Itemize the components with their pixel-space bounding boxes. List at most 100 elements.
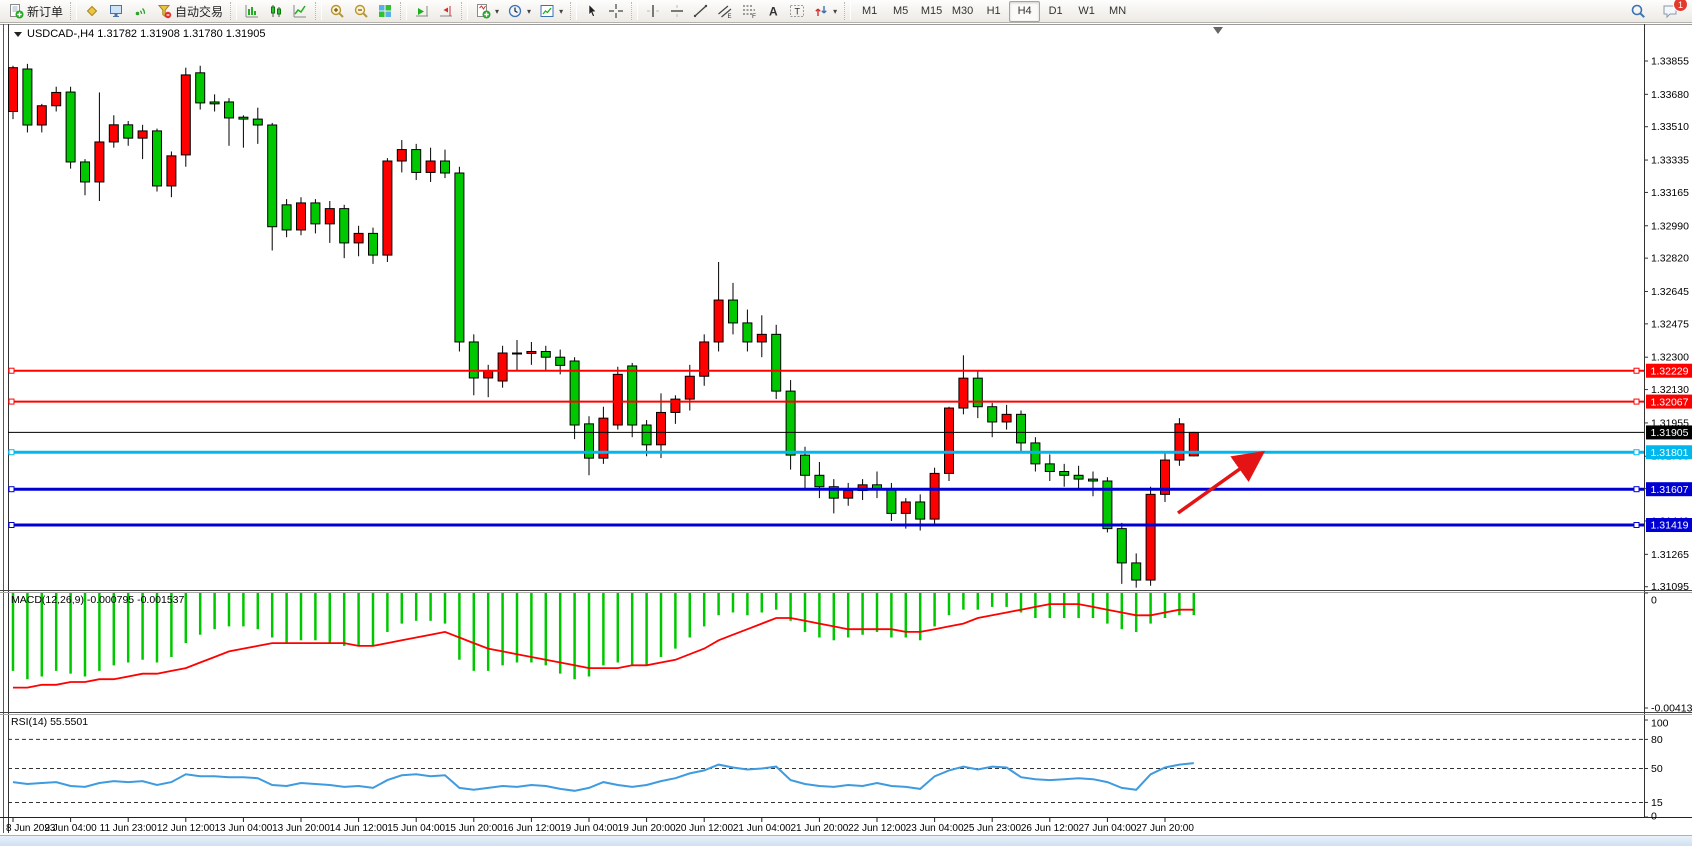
chart-shift-button[interactable] [434, 0, 458, 22]
vline-button[interactable] [641, 0, 665, 22]
zoom-out-button[interactable] [349, 0, 373, 22]
support-line-blue-1-left-handle[interactable] [8, 486, 15, 493]
candle [310, 199, 321, 234]
date-tick-label: 15 Jun 04:00 [387, 823, 445, 834]
svg-text:1.31801: 1.31801 [1651, 447, 1689, 459]
dropdown-caret-icon[interactable]: ▾ [527, 6, 532, 16]
new-order-button[interactable]: 新订单 [4, 0, 67, 22]
periods-button[interactable]: ▾ [503, 0, 535, 22]
signals-button[interactable] [128, 0, 152, 22]
text-button[interactable]: A [761, 0, 785, 22]
date-tick-label: 12 Jun 12:00 [157, 823, 215, 834]
candle [670, 395, 681, 424]
support-line-blue-1-price-badge: 1.31607 [1646, 482, 1692, 497]
styler-button[interactable] [80, 0, 104, 22]
top-toolbar: 新订单 自动交易 ▾ ▾ ▾ E F A T ▾ M1 M5 M15 M30 H1 H4 D1 W1 MN 1 [0, 0, 1692, 23]
price-tick-label: 1.33855 [1651, 56, 1689, 68]
date-tick-label: 9 Jun 04:00 [44, 823, 97, 834]
tile-windows-button[interactable] [373, 0, 397, 22]
cursor-icon [588, 3, 597, 18]
support-line-blue-2-left-handle[interactable] [8, 522, 15, 529]
candle-chart-button[interactable] [264, 0, 288, 22]
timeframe-MN-button[interactable]: MN [1109, 5, 1127, 17]
toolbar-separator [400, 2, 408, 20]
trend-arrow-annotation[interactable] [1176, 450, 1266, 515]
candle [353, 225, 364, 257]
crosshair-button[interactable] [604, 0, 628, 22]
candle [972, 370, 983, 419]
chart-dropdown-icon[interactable] [14, 31, 22, 37]
timeframe-H1-button[interactable]: H1 [986, 5, 1001, 17]
candle [22, 63, 33, 133]
candle [497, 345, 508, 388]
price-tick-label: 1.32300 [1651, 352, 1689, 364]
price-tick-label: 1.31265 [1651, 549, 1689, 561]
support-line-blue-2-right-handle[interactable] [1633, 522, 1640, 529]
candle [123, 121, 134, 146]
dropdown-caret-icon[interactable]: ▾ [559, 6, 564, 16]
resistance-line-2-right-handle[interactable] [1633, 398, 1640, 405]
date-tick-label: 13 Jun 20:00 [272, 823, 330, 834]
support-line-cyan-left-handle[interactable] [8, 449, 15, 456]
auto-trading-button[interactable]: 自动交易 [152, 0, 227, 22]
candle [382, 158, 393, 262]
timeframe-D1-button[interactable]: D1 [1048, 5, 1063, 17]
channel-icon: E [718, 5, 732, 19]
auto-trading-button-label: 自动交易 [175, 4, 224, 19]
candle [368, 227, 378, 264]
monitor-icon [110, 5, 123, 17]
trendline-button[interactable] [689, 0, 713, 22]
notifications-button[interactable]: 1 [1658, 0, 1688, 22]
line-chart-button[interactable] [288, 0, 312, 22]
hline-button[interactable] [665, 0, 689, 22]
dropdown-caret-icon[interactable]: ▾ [495, 6, 500, 16]
price-tick-label: 1.32645 [1651, 286, 1689, 298]
timeframe-M5-button[interactable]: M5 [892, 5, 909, 17]
timeframe-M30-button[interactable]: M30 [951, 5, 974, 17]
dropdown-caret-icon[interactable]: ▾ [833, 6, 838, 16]
label-button[interactable]: T [785, 0, 809, 22]
resistance-line-1-left-handle[interactable] [8, 367, 15, 374]
signal-icon [135, 8, 146, 16]
price-tick-label: 1.31095 [1651, 581, 1689, 593]
date-tick-label: 21 Jun 20:00 [790, 823, 848, 834]
cursor-button[interactable] [580, 0, 604, 22]
textT-icon: T [790, 5, 805, 17]
candle [771, 324, 782, 400]
support-line-blue-1-right-handle[interactable] [1633, 486, 1640, 493]
market-watch-button[interactable] [104, 0, 128, 22]
bar-chart-button[interactable] [240, 0, 264, 22]
indicators-button[interactable]: ▾ [471, 0, 503, 22]
svg-text:A: A [769, 5, 778, 19]
svg-text:T: T [795, 7, 801, 17]
zoom-in-button[interactable] [325, 0, 349, 22]
zoom-in-icon [330, 4, 344, 18]
fibo-icon: F [743, 5, 756, 19]
toolbar-separator [70, 2, 78, 20]
support-line-cyan-right-handle[interactable] [1633, 449, 1640, 456]
candle [1016, 410, 1026, 453]
fibonacci-button[interactable]: F [737, 0, 761, 22]
candle [1145, 486, 1156, 586]
candle [1073, 465, 1084, 491]
timeframe-H4-button[interactable]: H4 [1009, 0, 1041, 22]
auto-scroll-button[interactable] [410, 0, 434, 22]
zoom-out-icon [354, 4, 368, 18]
date-tick-label: 8 Jun 2023 [6, 823, 56, 834]
templates-button[interactable]: ▾ [535, 0, 567, 22]
search-button[interactable] [1626, 0, 1650, 22]
rsi-line [12, 762, 1194, 792]
candle [180, 67, 191, 167]
arrows-button[interactable]: ▾ [809, 0, 841, 22]
channel-button[interactable]: E [713, 0, 737, 22]
timeframe-M15-button[interactable]: M15 [920, 5, 943, 17]
candle [785, 380, 796, 470]
resistance-line-2-left-handle[interactable] [8, 398, 15, 405]
timeframe-M1-button[interactable]: M1 [861, 5, 878, 17]
resistance-line-1-right-handle[interactable] [1633, 367, 1640, 374]
toolbar-separator [315, 2, 323, 20]
chart-shift-marker[interactable] [1213, 27, 1223, 34]
hline-icon [671, 5, 684, 17]
svg-text:E: E [728, 14, 732, 19]
timeframe-W1-button[interactable]: W1 [1078, 5, 1095, 17]
